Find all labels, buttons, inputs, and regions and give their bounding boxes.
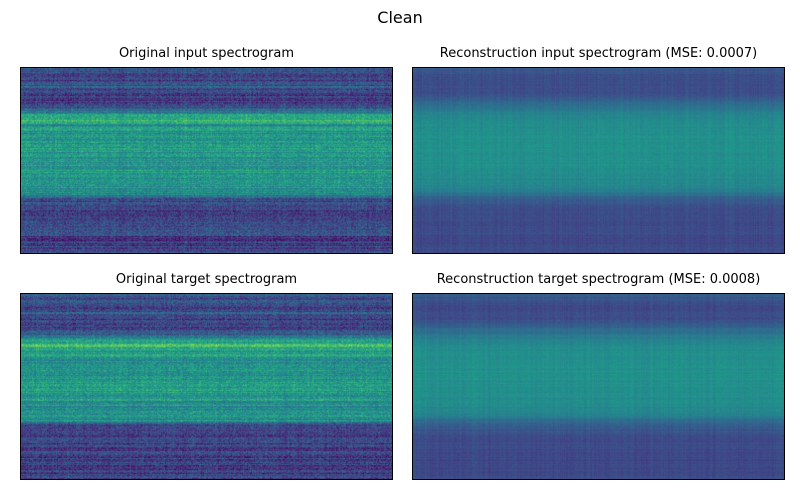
panel-title-reconstruction-input: Reconstruction input spectrogram (MSE: 0…: [439, 46, 758, 61]
heatmap-reconstruction-input-canvas: [413, 68, 784, 253]
panel-title-original-target: Original target spectrogram: [115, 272, 298, 287]
heatmap-reconstruction-target: [412, 293, 785, 480]
heatmap-original-input: [20, 67, 393, 254]
figure-title: Clean: [377, 8, 423, 27]
heatmap-original-input-canvas: [21, 68, 392, 253]
heatmap-reconstruction-input: [412, 67, 785, 254]
heatmap-original-target: [20, 293, 393, 480]
panel-title-reconstruction-target: Reconstruction target spectrogram (MSE: …: [436, 272, 761, 287]
panel-title-original-input: Original input spectrogram: [118, 46, 295, 61]
heatmap-original-target-canvas: [21, 294, 392, 479]
heatmap-reconstruction-target-canvas: [413, 294, 784, 479]
